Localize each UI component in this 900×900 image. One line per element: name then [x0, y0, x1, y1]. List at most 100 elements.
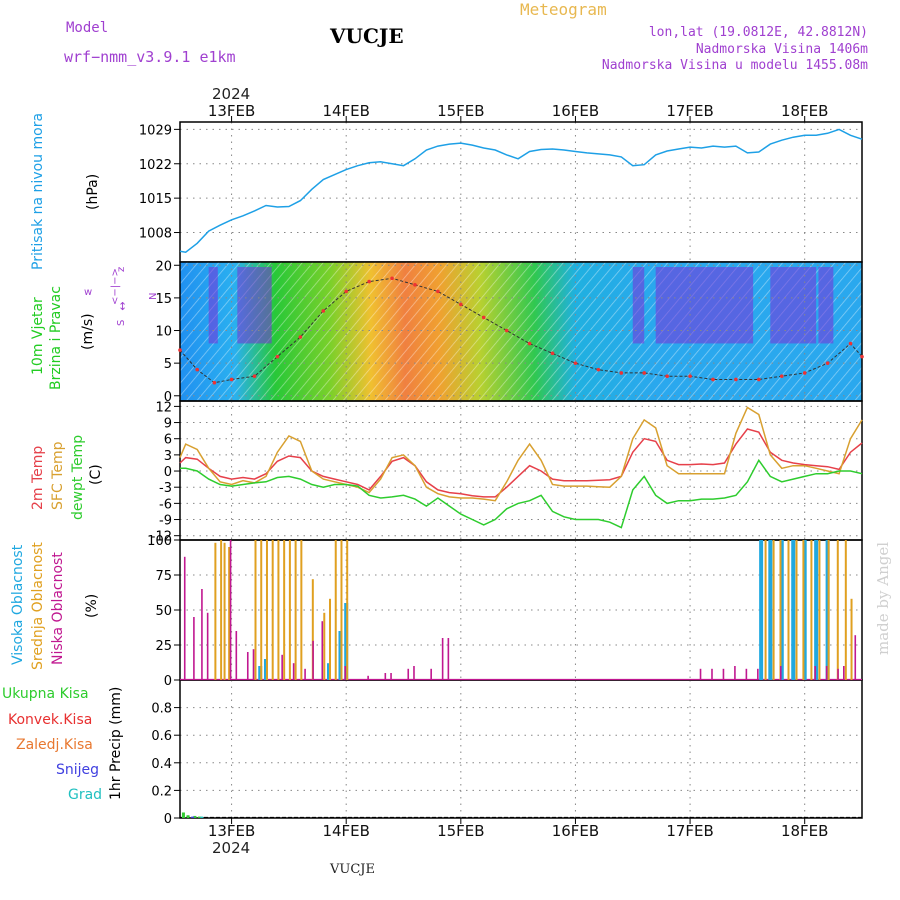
cloud-bar-low_cloud	[206, 612, 209, 680]
y-tick-label: 10	[155, 325, 172, 340]
y-tick-label: 0	[164, 390, 172, 405]
y-tick-label: 0.4	[151, 757, 172, 772]
cloud-bar-low_cloud	[854, 635, 857, 680]
x-tick-label-top: 17FEB	[666, 102, 713, 120]
wind-speed-point	[195, 367, 199, 372]
coords-label: lon,lat (19.0812E, 42.8812N)	[648, 25, 868, 40]
cloud-bar-mid_cloud	[836, 540, 839, 680]
y-tick-label: 9	[164, 417, 172, 432]
precip-bar-total_precip	[193, 815, 197, 818]
y-tick-label: 75	[155, 569, 172, 584]
x-tick-label-top: 16FEB	[552, 102, 599, 120]
wind-speed-point	[848, 341, 853, 346]
cloud-bar-mid_cloud	[827, 540, 830, 680]
precip-bar-total_precip	[197, 816, 201, 818]
wind-speed-point	[642, 371, 647, 375]
cloud-bar-low_cloud	[779, 666, 782, 680]
cloud-bar-mid_cloud	[340, 540, 343, 680]
wind-speed-point	[178, 348, 182, 352]
cloud-bar-low_cloud	[235, 631, 238, 680]
wind-direction-band	[237, 267, 272, 344]
wind-speed-point	[619, 371, 624, 375]
wind-speed-point	[459, 302, 463, 307]
cloud-bar-mid_cloud	[288, 540, 291, 680]
wind-speed-point	[688, 374, 692, 379]
wind-speed-point	[298, 335, 303, 339]
wind-speed-point	[825, 361, 830, 365]
cloud-bar-low_cloud	[447, 638, 450, 680]
x-tick-label-top: 13FEB	[208, 102, 255, 120]
cloud-bar-low_cloud	[757, 668, 759, 680]
cloud-bar-mid_cloud	[254, 540, 257, 680]
y-tick-label: -12	[151, 530, 172, 545]
wind-speed-point	[757, 377, 761, 382]
cloud-bar-low_cloud	[699, 668, 702, 680]
precip-bar-total_precip	[186, 815, 190, 818]
cloud-bar-low_cloud	[252, 649, 255, 680]
cloud-bar-low_cloud	[407, 668, 410, 680]
year-bottom: 2024	[212, 839, 251, 857]
y-tick-label: 1029	[139, 123, 172, 138]
wind-direction-band	[632, 267, 645, 344]
legend-frozen-rain: Zaledj.Kisa	[16, 737, 93, 753]
wind-speed-point	[504, 328, 509, 333]
cloud-bar-high_cloud	[791, 540, 796, 680]
cloud-bar-mid_cloud	[260, 540, 263, 680]
precip-bar-snow	[191, 816, 195, 818]
y-tick-label: 25	[155, 639, 172, 654]
year-top: 2024	[212, 85, 251, 103]
cloud-bar-mid_cloud	[810, 540, 813, 680]
y-tick-label: 6	[164, 433, 172, 448]
panel-frame	[179, 121, 863, 263]
cloud-bar-mid_cloud	[214, 542, 217, 680]
model-label: Model	[66, 20, 109, 36]
wind-direction-band	[818, 267, 834, 344]
y-tick-label: -9	[159, 514, 172, 529]
cloud-bar-low_cloud	[292, 663, 295, 680]
cloud-bar-mid_cloud	[779, 540, 782, 680]
y-tick-label: 1022	[139, 158, 172, 173]
cloud-bar-low_cloud	[413, 666, 415, 680]
cloud-bar-high_cloud	[768, 540, 773, 680]
cloud-bar-mid_cloud	[271, 540, 274, 680]
footer-station: VUCJE	[330, 862, 375, 877]
y-tick-label: 50	[155, 604, 172, 619]
wind-direction-band	[655, 267, 754, 344]
cloud-bar-mid_cloud	[850, 598, 853, 680]
station-title: VUCJE	[330, 24, 404, 48]
x-tick-label-bottom: 15FEB	[437, 822, 484, 840]
legend-snow: Snijeg	[56, 762, 100, 778]
x-tick-label-bottom: 13FEB	[208, 822, 255, 840]
cloud-bar-low_cloud	[837, 668, 839, 680]
cloud-bar-mid_cloud	[300, 540, 303, 680]
y-tick-label: 1008	[139, 227, 172, 242]
cloud-bar-mid_cloud	[818, 540, 821, 680]
altitude-label: Nadmorska Visina 1406m	[695, 42, 868, 57]
cloud-bar-low_cloud	[304, 668, 306, 680]
wind-speed-line	[179, 277, 863, 384]
wind-speed-point	[390, 276, 394, 281]
cloud-bar-low_cloud	[281, 654, 283, 680]
x-tick-label-top: 14FEB	[322, 102, 369, 120]
cloud-bar-low_cloud	[344, 666, 347, 680]
legend-conv-rain: Konvek.Kisa	[8, 712, 93, 728]
wind-speed-point	[527, 341, 532, 346]
cloud-bar-mid_cloud	[329, 598, 332, 680]
y-tick-label: 5	[164, 357, 172, 372]
x-tick-label-bottom: 14FEB	[322, 822, 369, 840]
cloud-bar-low_cloud	[312, 640, 314, 680]
wind-speed-point	[481, 315, 486, 320]
wind-speed-point	[802, 371, 807, 375]
y-tick-label: 20	[155, 259, 172, 274]
wind-speed-point	[229, 377, 234, 382]
cloud-bar-high_cloud	[814, 540, 819, 680]
wind-speed-point	[212, 380, 217, 385]
cloud-bar-mid_cloud	[787, 540, 790, 680]
temp-line-dewpt	[180, 458, 863, 529]
temp-line-sfc	[179, 406, 863, 502]
cloud-bar-mid_cloud	[802, 540, 805, 680]
legend-total-rain: Ukupna Kisa	[2, 686, 89, 702]
cloud-bar-mid_cloud	[294, 540, 297, 680]
x-tick-label-top: 18FEB	[781, 102, 828, 120]
